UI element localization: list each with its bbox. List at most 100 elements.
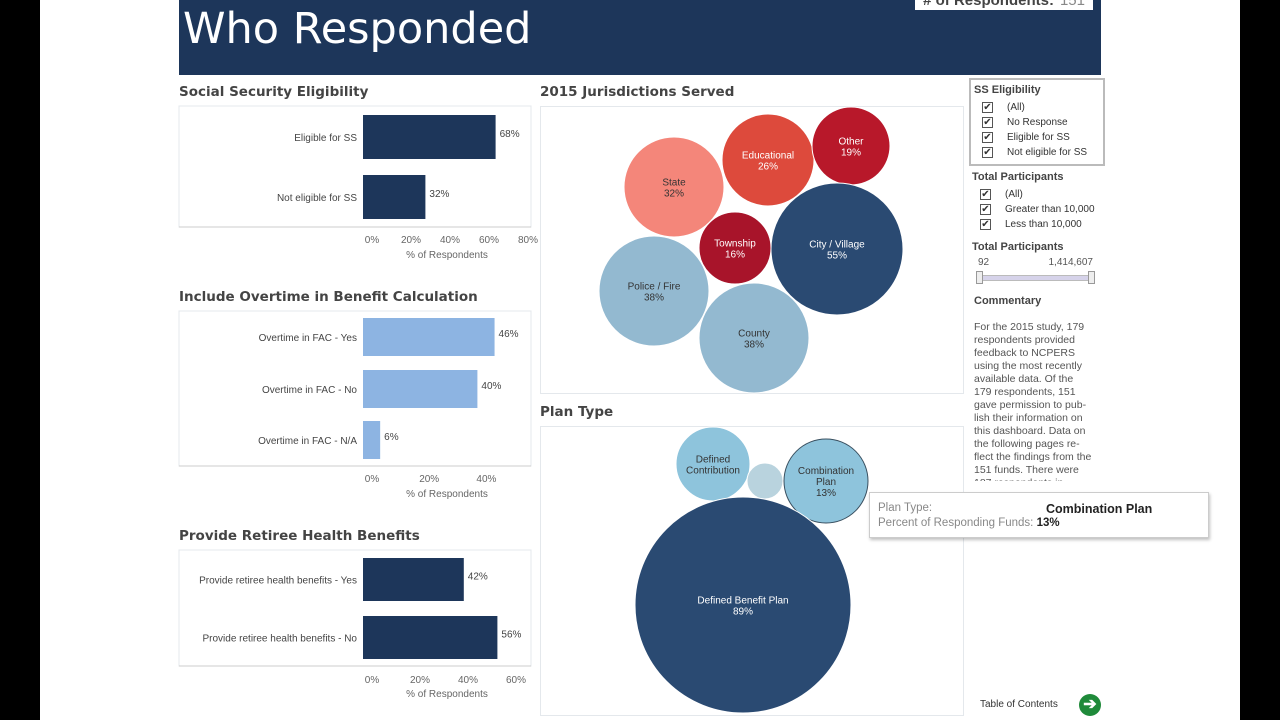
jurisdictions-panel bbox=[540, 106, 964, 394]
option-label: Less than 10,000 bbox=[1005, 218, 1082, 230]
bubble-value: 89% bbox=[733, 607, 753, 618]
range-handle-min[interactable] bbox=[976, 271, 983, 284]
bubble-label: Township bbox=[714, 239, 756, 250]
bubble-value: 19% bbox=[841, 148, 861, 159]
tp-filter-option[interactable]: ✔ Less than 10,000 bbox=[980, 217, 1105, 231]
overtime-chart-title: Include Overtime in Benefit Calculation bbox=[179, 289, 478, 305]
bar bbox=[363, 616, 498, 659]
bar bbox=[363, 115, 496, 159]
letterbox-left bbox=[0, 0, 40, 720]
respondents-value: 151 bbox=[1059, 0, 1085, 9]
checkbox-checked-icon[interactable]: ✔ bbox=[982, 131, 993, 143]
bubble-label: County bbox=[738, 329, 770, 340]
tick-label: 60% bbox=[479, 235, 499, 246]
checkbox-checked-icon[interactable]: ✔ bbox=[982, 101, 993, 113]
toc-link[interactable]: Table of Contents bbox=[980, 699, 1058, 710]
checkbox-checked-icon[interactable]: ✔ bbox=[980, 218, 991, 230]
tick-label: 80% bbox=[518, 235, 538, 246]
header: Who Responded # of Respondents: 151 bbox=[179, 0, 1101, 75]
bar-data-label: 6% bbox=[384, 432, 399, 443]
bubble-label: Defined Benefit Plan bbox=[697, 596, 788, 607]
range-title: Total Participants bbox=[972, 241, 1064, 253]
checkbox-checked-icon[interactable]: ✔ bbox=[982, 116, 993, 128]
bar-data-label: 68% bbox=[500, 129, 520, 140]
bar-category-label: Not eligible for SS bbox=[277, 193, 357, 204]
bubble-value: 38% bbox=[644, 293, 664, 304]
tick-label: 40% bbox=[458, 675, 478, 686]
ss-chart-title: Social Security Eligibility bbox=[179, 84, 369, 100]
bubble-label: Other bbox=[838, 137, 864, 148]
ss-eligibility-filter[interactable]: SS Eligibility ✔ (All) ✔ No Response ✔ Eligib… bbox=[969, 78, 1105, 166]
bar-data-label: 56% bbox=[501, 630, 521, 641]
checkbox-checked-icon[interactable]: ✔ bbox=[980, 203, 991, 215]
bubble bbox=[634, 496, 852, 714]
bubble-label: Plan bbox=[816, 477, 836, 488]
plan-type-panel bbox=[540, 426, 964, 716]
bubble bbox=[746, 462, 784, 500]
ss-filter-title: SS Eligibility bbox=[974, 84, 1041, 96]
tp-filter-option[interactable]: ✔ (All) bbox=[980, 187, 1105, 201]
bubble-value: 26% bbox=[758, 162, 778, 173]
bar-data-label: 46% bbox=[499, 329, 519, 340]
bar-data-label: 32% bbox=[429, 189, 449, 200]
respondents-label: # of Respondents: bbox=[923, 0, 1054, 9]
tick-label: 0% bbox=[365, 675, 380, 686]
tick-label: 20% bbox=[410, 675, 430, 686]
tp-filter-option[interactable]: ✔ Greater than 10,000 bbox=[980, 202, 1105, 216]
axis-label: % of Respondents bbox=[406, 489, 488, 500]
bubble bbox=[721, 113, 815, 207]
letterbox-right bbox=[1240, 0, 1280, 720]
tooltip-value-percent: 13% bbox=[1036, 517, 1060, 529]
bubble-value: 32% bbox=[664, 189, 684, 200]
tick-label: 40% bbox=[476, 474, 496, 485]
sidebar: SS Eligibility ✔ (All) ✔ No Response ✔ Eligib… bbox=[969, 78, 1105, 481]
bar-category-label: Overtime in FAC - N/A bbox=[258, 436, 357, 447]
bar-category-label: Overtime in FAC - Yes bbox=[259, 333, 357, 344]
tooltip: Plan Type: Combination Plan Percent of Re… bbox=[869, 492, 1209, 538]
commentary-text: For the 2015 study, 179 respondents prov… bbox=[974, 321, 1092, 481]
bubble-value: 55% bbox=[827, 251, 847, 262]
range-slider[interactable] bbox=[976, 271, 1095, 285]
range-min: 92 bbox=[978, 257, 990, 268]
bubble-label: Combination bbox=[798, 466, 854, 477]
bubble-label: State bbox=[662, 178, 686, 189]
bar bbox=[363, 558, 464, 601]
tick-label: 0% bbox=[365, 474, 380, 485]
checkbox-checked-icon[interactable]: ✔ bbox=[982, 146, 993, 158]
bubble bbox=[623, 136, 725, 238]
axis-label: % of Respondents bbox=[406, 250, 488, 261]
bubble-label: Police / Fire bbox=[628, 282, 681, 293]
bubble-label: Contribution bbox=[686, 466, 740, 477]
respondents-count: # of Respondents: 151 bbox=[915, 0, 1093, 10]
bubble bbox=[598, 235, 710, 347]
tooltip-value-plan: Combination Plan bbox=[1046, 502, 1153, 516]
option-label: Greater than 10,000 bbox=[1005, 203, 1095, 215]
range-values: 92 1,414,607 bbox=[969, 257, 1105, 268]
checkbox-checked-icon[interactable]: ✔ bbox=[980, 188, 991, 200]
bubble-label: Educational bbox=[742, 151, 794, 162]
tooltip-key-plan: Plan Type: bbox=[878, 502, 933, 514]
option-label: Eligible for SS bbox=[1007, 131, 1070, 143]
bubble bbox=[698, 282, 810, 394]
option-label: No Response bbox=[1007, 116, 1068, 128]
jurisdictions-title: 2015 Jurisdictions Served bbox=[540, 84, 735, 100]
ss-filter-option[interactable]: ✔ No Response bbox=[982, 115, 1100, 129]
axis-label: % of Respondents bbox=[406, 689, 488, 700]
bubble bbox=[770, 182, 904, 316]
tick-label: 60% bbox=[506, 675, 526, 686]
bar-data-label: 40% bbox=[481, 381, 501, 392]
bar-category-label: Provide retiree health benefits - Yes bbox=[199, 576, 357, 587]
tp-filter-title: Total Participants bbox=[972, 171, 1064, 183]
tick-label: 0% bbox=[365, 235, 380, 246]
ss-filter-option[interactable]: ✔ Eligible for SS bbox=[982, 130, 1100, 144]
option-label: (All) bbox=[1005, 188, 1023, 200]
bubble-value: 38% bbox=[744, 340, 764, 351]
ss-filter-option[interactable]: ✔ (All) bbox=[982, 100, 1100, 114]
arrow-right-icon[interactable]: ➔ bbox=[1079, 694, 1101, 716]
range-handle-max[interactable] bbox=[1088, 271, 1095, 284]
tick-label: 20% bbox=[419, 474, 439, 485]
plan-type-title: Plan Type bbox=[540, 404, 614, 420]
ss-filter-option[interactable]: ✔ Not eligible for SS bbox=[982, 145, 1100, 159]
bar bbox=[363, 318, 495, 356]
